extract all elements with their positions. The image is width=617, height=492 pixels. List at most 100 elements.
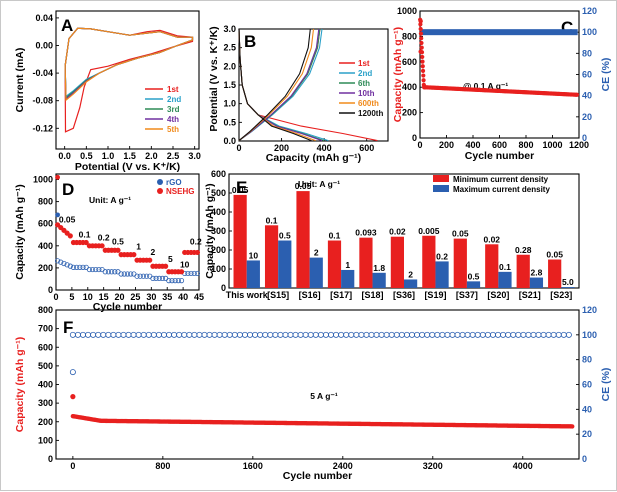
ce-point (166, 331, 173, 338)
ce-point (555, 331, 562, 338)
ce-point (338, 331, 345, 338)
ce-point (358, 331, 365, 338)
panel-b-letter: B (244, 32, 256, 51)
ce-point (100, 331, 107, 338)
rate-point-rGO (77, 264, 83, 270)
ce-point (206, 331, 213, 338)
panel-e-letter: E (236, 178, 247, 197)
panel-b-legend-10th: 10th (358, 89, 375, 98)
rate-point-rGO (74, 264, 80, 270)
ce-point (444, 331, 451, 338)
category-label-[S15]: [S15] (267, 290, 289, 300)
rate-label: 1 (136, 242, 141, 252)
ce-point (348, 331, 355, 338)
ce-point (181, 331, 188, 338)
panel-f-ytick2-label: 40 (582, 404, 592, 414)
panel-d-letter: D (62, 180, 74, 199)
capacity-point (420, 64, 425, 69)
panel-d-xtick-label: 45 (194, 292, 204, 302)
bar-label: 0.05 (452, 229, 469, 239)
panel-c-ytick-label: 800 (402, 31, 417, 41)
panel-f-ytick-label: 300 (38, 398, 53, 408)
panel-e-legend-0: Minimum current density (453, 175, 549, 184)
capacity-point (421, 73, 426, 78)
rate-point-rGO (191, 270, 197, 277)
rate-point-rGO (194, 270, 201, 277)
ce-point (505, 331, 512, 338)
ce-point (150, 331, 157, 338)
panel-c-xtick-label: 800 (518, 140, 533, 150)
rate-point-rGO (163, 275, 169, 281)
capacity-point (418, 18, 423, 24)
rate-point-rGO (70, 264, 77, 270)
bar-min (327, 240, 342, 288)
rate-point-rGO (156, 275, 162, 281)
panel-e-legend-swatch (433, 185, 449, 192)
rate-point-rGO (140, 273, 146, 279)
panel-c-ytick-label: 600 (402, 57, 417, 67)
ce-point (429, 331, 436, 338)
bar-label: 0.02 (389, 227, 406, 237)
ce-point (378, 331, 385, 338)
panel-b-legend-1200th: 1200th (358, 109, 383, 118)
ce-point (373, 331, 380, 338)
capacity-point (70, 394, 76, 400)
panel-b-ytick-label: 3.0 (223, 24, 236, 34)
panel-a-ytick-label: -0.04 (32, 68, 53, 78)
ce-point (424, 331, 431, 338)
rate-point-rGO (61, 260, 67, 267)
category-label-[S36]: [S36] (393, 290, 415, 300)
bar-label: 0.005 (418, 226, 440, 236)
rate-point-NSEHG (194, 249, 201, 256)
capacity-point (418, 31, 424, 36)
bar-label: 0.1 (266, 215, 278, 225)
bar-max (372, 272, 386, 288)
rate-point-rGO (112, 269, 118, 275)
panel-d-xtick-label: 10 (83, 292, 93, 302)
rate-point-NSEHG (61, 227, 67, 233)
rate-point-NSEHG (83, 239, 89, 246)
ce-point (292, 331, 299, 338)
panel-e-ytick-label: 0 (221, 283, 226, 293)
ce-point (515, 331, 522, 338)
ce-point (489, 331, 496, 338)
rate-point-rGO (124, 271, 131, 277)
panel-e-ytick-label: 500 (211, 188, 226, 198)
ce-point (140, 331, 147, 338)
ce-point (353, 331, 360, 338)
ce-point (454, 331, 461, 338)
ce-point (90, 331, 97, 338)
rate-point-rGO (185, 270, 191, 277)
rate-point-NSEHG (54, 222, 61, 228)
rate-point-rGO (153, 275, 159, 281)
ce-point (105, 331, 112, 338)
bar-label: 0.093 (355, 228, 377, 238)
panel-a-xtick-label: 1.0 (102, 151, 115, 161)
panel-b-ytick-label: 2.5 (223, 43, 236, 53)
rate-point-rGO (143, 273, 150, 279)
capacity-point (420, 59, 425, 64)
panel-d-xtick-label: 20 (115, 292, 125, 302)
bar-label: 0.2 (436, 251, 448, 261)
rate-point-rGO (96, 266, 102, 273)
panel-d-legend-marker (157, 179, 163, 185)
charge-curve-1200th (238, 28, 311, 142)
ce-point (145, 331, 152, 338)
panel-a-ytick-label: 0.04 (35, 13, 53, 23)
ce-point (540, 331, 547, 338)
capacity-point (418, 22, 423, 27)
bar-label: 2 (314, 248, 319, 258)
panel-a-legend-1st: 1st (167, 85, 179, 94)
ce-point (186, 331, 193, 338)
panel-a-legend-2nd: 2nd (167, 95, 181, 104)
panel-f-xtick-label: 800 (155, 461, 170, 471)
ce-point (419, 331, 426, 338)
ce-point (287, 331, 294, 338)
bar-label: 0.5 (279, 231, 291, 241)
panel-b-ytick-label: 1.5 (223, 80, 236, 90)
panel-a-xlabel: Potential (V vs. K⁺/K) (75, 161, 180, 173)
category-label-This work: This work (226, 290, 269, 300)
panel-e-ytick-label: 400 (211, 207, 226, 217)
panel-d-xlabel: Cycle number (93, 301, 162, 313)
panel-d-frame (55, 173, 200, 291)
